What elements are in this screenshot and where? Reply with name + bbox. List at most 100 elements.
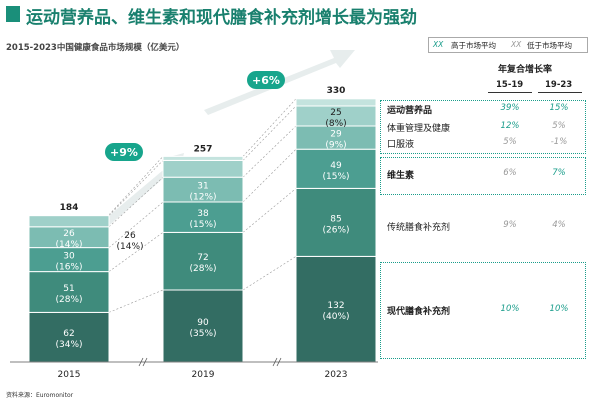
axis-break (142, 357, 148, 367)
growth-badge-2019-2023-label: +6% (252, 74, 280, 87)
cagr-value: 9% (503, 220, 517, 230)
cagr-value: 15% (549, 103, 569, 113)
cagr-value: 5% (552, 121, 566, 131)
growth-arrow (92, 153, 184, 235)
bar-value-label: 85 (330, 214, 341, 224)
legend-below-marker: XX (511, 40, 522, 49)
connector-line (242, 105, 297, 161)
bar-value-label: 26 (63, 229, 75, 239)
bar-pct-label: (28%) (55, 295, 82, 305)
period-15-19: 15-19 (496, 80, 524, 90)
growth-badge-2019-2023-bg (247, 71, 285, 89)
connector-line (108, 156, 164, 216)
cagr-value: 10% (500, 304, 520, 314)
axis-break (272, 357, 278, 367)
bar-value-label: 62 (63, 329, 74, 339)
bar-value-label: 72 (197, 253, 208, 263)
bar-segment (28, 271, 110, 313)
segment-label: 运动营养品 (387, 106, 433, 116)
bar-segment (295, 98, 377, 107)
bar-pct-label: (16%) (55, 263, 82, 273)
connector-line (242, 98, 297, 157)
bar-segment (295, 148, 377, 189)
connector-line (108, 176, 164, 228)
cagr-value: 7% (552, 168, 566, 178)
period-underline (538, 92, 582, 93)
connector-line (242, 148, 297, 203)
connector-line (108, 232, 164, 272)
growth-badge-2015-2019: +9% (105, 143, 143, 161)
bar-segment (162, 289, 244, 363)
bar-total-label: 257 (194, 144, 213, 154)
bar-pct-label: (14%) (55, 240, 82, 250)
segment-label: 维生素 (387, 171, 415, 181)
bar-total-label: 330 (327, 86, 346, 96)
bar-value-label: 51 (63, 284, 74, 294)
x-tick-label: 2019 (192, 370, 215, 380)
bar-segment (162, 176, 244, 203)
cagr-value: 6% (503, 168, 517, 178)
bar-pct-label: (35%) (189, 329, 216, 339)
bar-value-label: 132 (327, 301, 344, 311)
legend-above-marker: XX (433, 40, 444, 49)
bar-value-label: 30 (63, 252, 75, 262)
period-underline (488, 92, 532, 93)
bar-value-label: 38 (197, 209, 209, 219)
segment-label: 口服液 (387, 140, 415, 150)
connector-line (108, 201, 164, 248)
legend-above-label: 高于市场平均 (451, 41, 496, 50)
legend: XX 高于市场平均 XX 低于市场平均 (428, 37, 588, 53)
cagr-value: 5% (503, 137, 517, 147)
title-accent-bar (6, 6, 20, 22)
cagr-header: 年复合增长率 (498, 65, 553, 75)
cagr-value: -1% (550, 137, 568, 147)
bar-pct-label: (14%) (116, 242, 143, 252)
bar-value-label: 49 (330, 161, 342, 171)
segment-label: 体重管理及健康 (387, 124, 451, 134)
bar-value-label: 25 (330, 108, 341, 118)
bar-value-label: 90 (197, 318, 209, 328)
x-tick-label: 2015 (58, 370, 81, 380)
highlight-box (380, 100, 586, 154)
segment-label: 传统膳食补充剂 (387, 223, 451, 233)
connector-line (242, 125, 297, 178)
axis-break (138, 357, 144, 367)
bar-pct-label: (34%) (55, 340, 82, 350)
chart-subtitle: 2015-2023中国健康食品市场规模（亿美元） (6, 43, 185, 53)
bar-total-label: 184 (60, 203, 79, 213)
bar-segment (162, 155, 244, 161)
bar-segment (28, 247, 110, 273)
bar-value-label: 29 (330, 130, 342, 140)
source-note: 资料来源：Euromonitor (6, 392, 74, 399)
x-tick-label: 2023 (325, 370, 348, 380)
cagr-value: 10% (549, 304, 569, 314)
axis-break (276, 357, 282, 367)
growth-badge-2019-2023: +6% (247, 71, 285, 89)
bar-segment (28, 215, 110, 228)
page-title: 运动营养品、维生素和现代膳食补充剂增长最为强劲 (26, 8, 417, 28)
bar-segment (162, 201, 244, 233)
bar-segment (28, 311, 110, 363)
bar-pct-label: (15%) (189, 220, 216, 230)
bar-segment (28, 214, 110, 217)
connector-line (242, 256, 297, 291)
legend-below-label: 低于市场平均 (527, 41, 572, 50)
cagr-value: 4% (552, 220, 566, 230)
cagr-value: 12% (500, 121, 520, 131)
bar-segment (162, 159, 244, 178)
cagr-value: 39% (500, 103, 520, 113)
highlight-box (380, 262, 586, 359)
bar-pct-label: (12%) (189, 193, 216, 203)
connector-line (108, 289, 164, 313)
highlight-box (380, 157, 586, 195)
segment-label: 现代膳食补充剂 (387, 307, 451, 317)
growth-badge-2015-2019-label: +9% (110, 146, 138, 159)
bar-pct-label: (28%) (189, 264, 216, 274)
bar-pct-label: (26%) (322, 225, 349, 235)
bar-pct-label: (8%) (325, 119, 346, 129)
connector-line (242, 188, 297, 233)
bar-pct-label: (15%) (322, 172, 349, 182)
growth-badge-2015-2019-bg (105, 143, 143, 161)
bar-segment (295, 187, 377, 257)
